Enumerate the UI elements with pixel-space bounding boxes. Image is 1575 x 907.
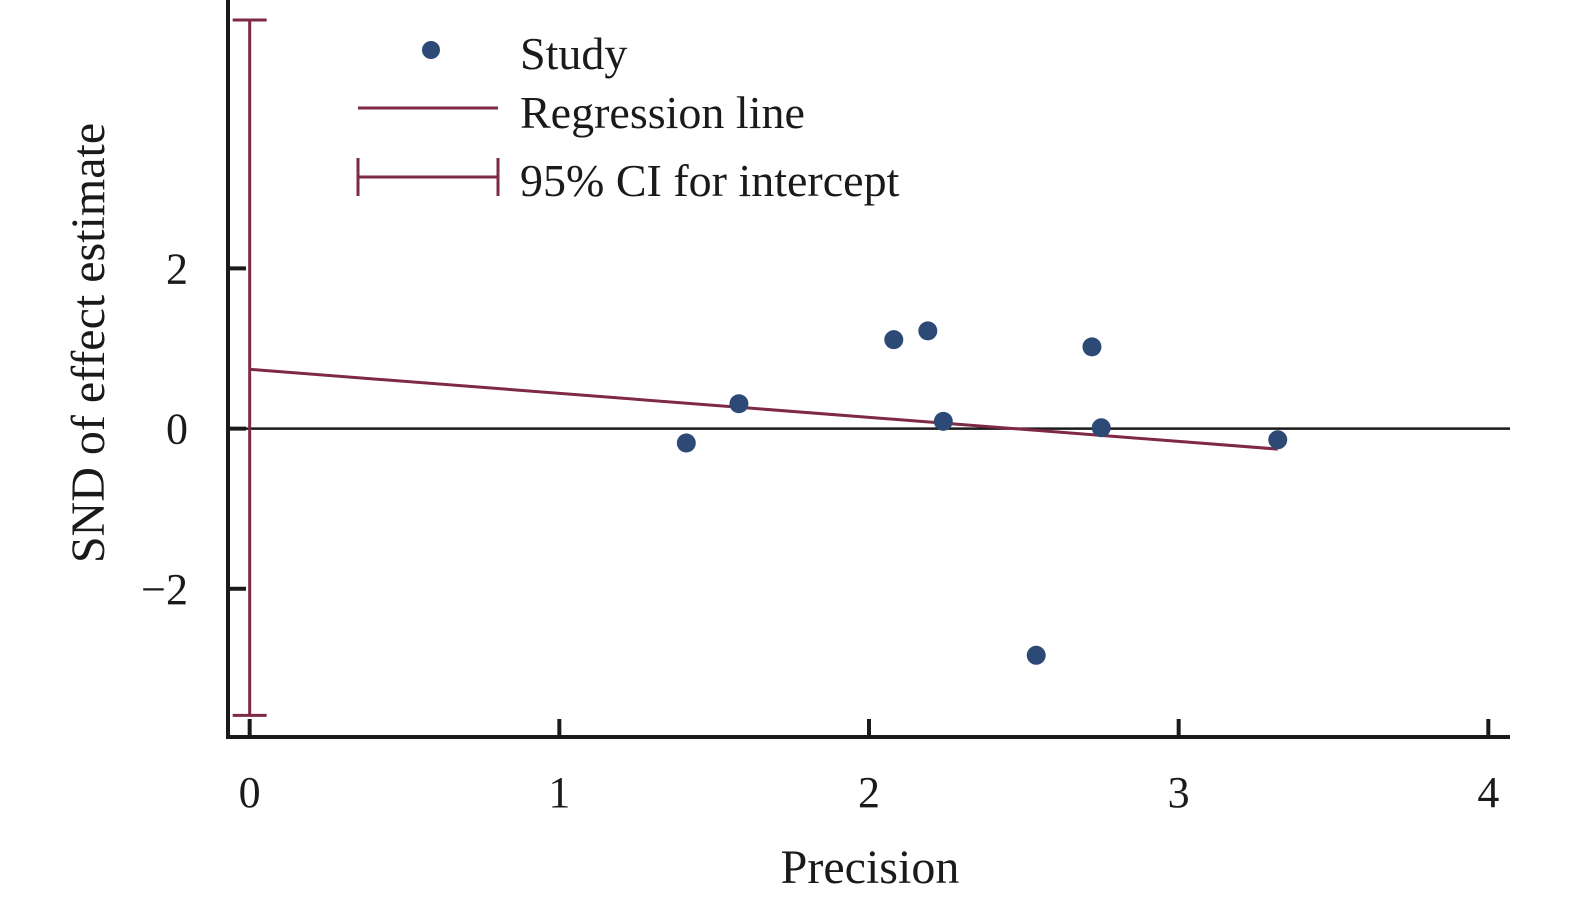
intercept-ci-group — [232, 18, 267, 717]
legend-study-marker — [422, 41, 440, 59]
x-axis-label: Precision — [781, 841, 960, 894]
axes — [226, 0, 1510, 739]
regression-line-group — [249, 367, 1278, 451]
legend-regression-label: Regression line — [520, 87, 805, 138]
y-axis-label: SND of effect estimate — [62, 123, 115, 563]
x-tick-label: 4 — [1477, 768, 1499, 817]
study-point — [676, 433, 696, 453]
legend-ci-label: 95% CI for intercept — [520, 155, 900, 206]
legend-study-label: Study — [520, 28, 627, 79]
study-point — [884, 330, 904, 350]
y-tick-label: 0 — [166, 405, 188, 454]
legend: Study Regression line 95% CI for interce… — [356, 28, 900, 206]
y-tick-label: 2 — [166, 244, 188, 293]
study-point — [1082, 337, 1102, 357]
ticks: 0 1 2 3 4 2 0 −2 — [141, 244, 1499, 817]
study-point — [933, 411, 953, 431]
legend-ci-swatch — [356, 158, 500, 196]
study-point — [1268, 430, 1288, 450]
x-tick-label: 1 — [548, 768, 570, 817]
y-tick-label: −2 — [141, 565, 188, 614]
study-point — [729, 394, 749, 414]
study-point — [918, 321, 938, 341]
study-point — [1091, 418, 1111, 438]
x-tick-label: 0 — [239, 768, 261, 817]
study-point — [1026, 645, 1046, 665]
study-points — [676, 321, 1288, 665]
x-tick-label: 3 — [1168, 768, 1190, 817]
x-tick-label: 2 — [858, 768, 880, 817]
regression-line — [249, 367, 1278, 451]
